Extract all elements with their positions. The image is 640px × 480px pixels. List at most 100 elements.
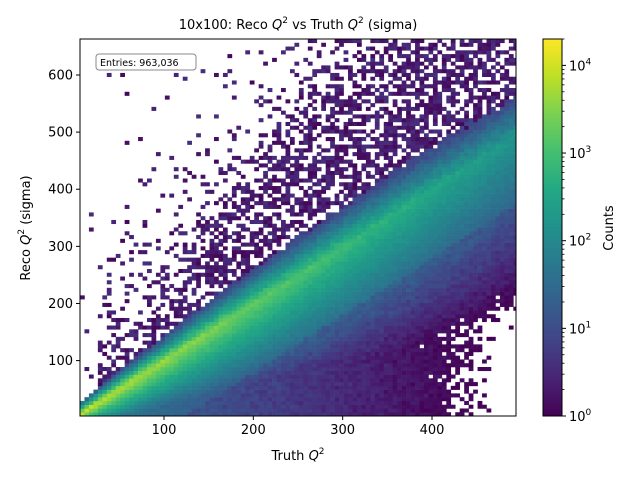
heatmap-cell — [383, 412, 389, 416]
heatmap-cell — [267, 265, 273, 270]
heatmap-cell — [339, 227, 344, 232]
heatmap-cell — [196, 302, 201, 307]
heatmap-cell — [182, 231, 188, 236]
heatmap-cell — [455, 265, 461, 270]
heatmap-cell — [133, 370, 139, 375]
heatmap-cell — [120, 336, 125, 341]
heatmap-cell — [254, 389, 259, 394]
heatmap-cell — [343, 382, 349, 387]
heatmap-cell — [370, 84, 376, 89]
heatmap-cell — [258, 144, 264, 149]
heatmap-cell — [379, 219, 385, 225]
heatmap-cell — [281, 268, 286, 274]
heatmap-cell — [406, 54, 411, 59]
heatmap-cell — [281, 50, 286, 55]
heatmap-cell — [356, 359, 362, 364]
heatmap-cell — [258, 295, 264, 300]
heatmap-cell — [330, 385, 335, 390]
heatmap-cell — [370, 186, 376, 191]
heatmap-cell — [263, 216, 268, 221]
heatmap-cell — [133, 389, 139, 394]
heatmap-cell — [450, 317, 456, 323]
heatmap-cell — [263, 404, 268, 409]
heatmap-cell — [254, 314, 259, 319]
heatmap-cell — [379, 389, 385, 394]
heatmap-cell — [263, 400, 268, 405]
heatmap-cell — [334, 155, 340, 160]
heatmap-cell — [111, 404, 117, 409]
heatmap-cell — [249, 393, 255, 398]
heatmap-cell — [325, 366, 331, 372]
heatmap-cell — [307, 140, 313, 145]
heatmap-cell — [388, 265, 394, 270]
heatmap-cell — [209, 231, 215, 236]
heatmap-cell — [312, 272, 318, 277]
heatmap-cell — [459, 204, 465, 209]
heatmap-cell — [218, 310, 224, 315]
heatmap-cell — [267, 321, 273, 326]
heatmap-cell — [423, 57, 429, 62]
heatmap-cell — [428, 103, 434, 108]
heatmap-cell — [423, 314, 429, 319]
heatmap-cell — [236, 374, 242, 379]
heatmap-cell — [281, 295, 286, 300]
heatmap-cell — [267, 242, 273, 247]
heatmap-cell — [397, 412, 402, 416]
heatmap-cell — [361, 219, 367, 225]
heatmap-cell — [388, 125, 394, 130]
heatmap-cell — [133, 404, 139, 409]
heatmap-cell — [236, 276, 242, 281]
heatmap-cell — [173, 299, 179, 304]
heatmap-cell — [294, 257, 300, 262]
heatmap-cell — [419, 54, 425, 59]
heatmap-cell — [249, 219, 255, 225]
heatmap-cell — [330, 382, 335, 387]
heatmap-cell — [392, 378, 398, 383]
heatmap-cell — [214, 344, 219, 349]
heatmap-cell — [303, 397, 309, 402]
heatmap-cell — [419, 329, 425, 334]
heatmap-cell — [285, 366, 291, 372]
heatmap-cell — [446, 351, 452, 356]
heatmap-cell — [446, 80, 452, 85]
heatmap-cell — [437, 291, 443, 296]
heatmap-cell — [321, 412, 326, 416]
heatmap-cell — [316, 299, 322, 304]
heatmap-cell — [437, 227, 443, 232]
heatmap-cell — [339, 159, 344, 164]
heatmap-cell — [356, 137, 362, 142]
heatmap-cell — [428, 340, 434, 345]
heatmap-cell — [205, 397, 210, 402]
heatmap-cell — [307, 227, 313, 232]
heatmap-cell — [374, 219, 380, 225]
heatmap-cell — [307, 231, 313, 236]
heatmap-cell — [339, 148, 344, 153]
heatmap-cell — [178, 306, 184, 311]
heatmap-cell — [289, 363, 295, 368]
heatmap-cell — [410, 189, 416, 194]
heatmap-cell — [339, 306, 344, 311]
heatmap-cell — [397, 144, 402, 149]
heatmap-cell — [352, 329, 358, 334]
heatmap-cell — [298, 152, 304, 157]
heatmap-cell — [88, 374, 94, 379]
heatmap-cell — [312, 189, 318, 194]
heatmap-cell — [339, 182, 344, 187]
heatmap-cell — [330, 378, 335, 383]
heatmap-cell — [365, 182, 371, 187]
heatmap-cell — [339, 310, 344, 315]
heatmap-cell — [267, 295, 273, 300]
heatmap-cell — [254, 397, 259, 402]
heatmap-cell — [325, 404, 331, 409]
heatmap-cell — [196, 393, 201, 398]
heatmap-cell — [276, 167, 282, 172]
heatmap-cell — [316, 291, 322, 296]
heatmap-cell — [312, 302, 318, 307]
heatmap-cell — [406, 366, 411, 372]
heatmap-cell — [281, 287, 286, 292]
heatmap-cell — [428, 201, 434, 206]
heatmap-cell — [227, 363, 233, 368]
heatmap-cell — [321, 284, 326, 289]
heatmap-cell — [303, 412, 309, 416]
heatmap-cell — [437, 299, 443, 304]
